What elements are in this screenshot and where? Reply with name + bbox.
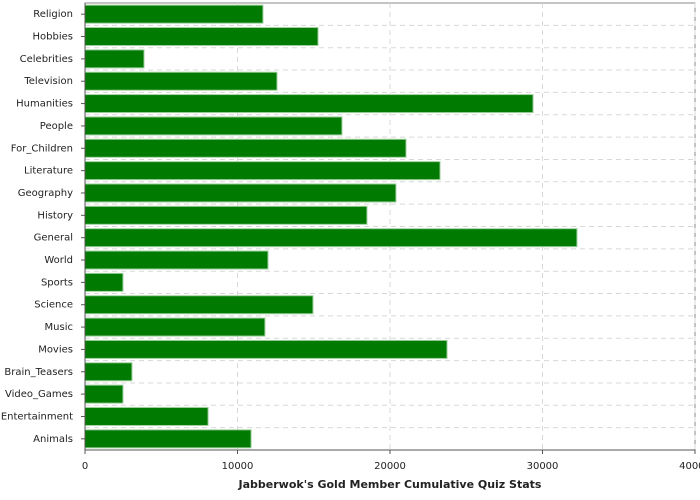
bar [84,295,314,315]
y-tick-label: Religion [33,9,73,20]
bar [84,94,534,114]
x-tick-label: 0 [82,461,88,472]
bar [84,4,264,24]
y-tick-label: History [37,210,73,221]
bar [84,429,252,449]
y-tick-label: People [40,121,73,132]
bar [84,27,319,47]
y-tick-label: Literature [24,166,73,177]
y-tick-label: Entertainment [1,411,73,422]
y-tick-label: Sports [41,277,73,288]
y-tick-label: Television [23,76,73,87]
bar [84,339,448,359]
bar [84,138,407,158]
y-tick-label: Humanities [16,99,73,110]
bar [84,384,124,404]
x-tick-label: 10000 [222,461,254,472]
x-tick-label: 40000 [679,461,700,472]
y-tick-label: Hobbies [33,32,73,43]
y-tick-label: Animals [33,434,73,445]
y-tick-label: General [34,233,73,244]
bar [84,272,124,292]
y-tick-label: Music [45,322,73,333]
bar [84,362,133,382]
bar [84,228,578,248]
y-tick-label: For_Children [11,143,73,154]
bar [84,49,145,69]
bar [84,317,266,337]
bar [84,406,209,426]
y-tick-label: Brain_Teasers [4,367,73,378]
bar [84,116,343,136]
y-tick-label: Video_Games [5,389,73,400]
x-tick-label: 20000 [374,461,406,472]
y-tick-label: Science [34,300,73,311]
y-tick-label: Celebrities [20,54,73,65]
bar [84,71,278,91]
bar [84,161,441,181]
bar [84,250,269,270]
bar [84,205,368,225]
y-tick-label: Movies [38,344,73,355]
y-tick-label: World [44,255,73,266]
y-tick-label: Geography [18,188,73,199]
chart-title: Jabberwok's Gold Member Cumulative Quiz … [238,478,542,491]
bar [84,183,397,203]
x-tick-label: 30000 [527,461,559,472]
